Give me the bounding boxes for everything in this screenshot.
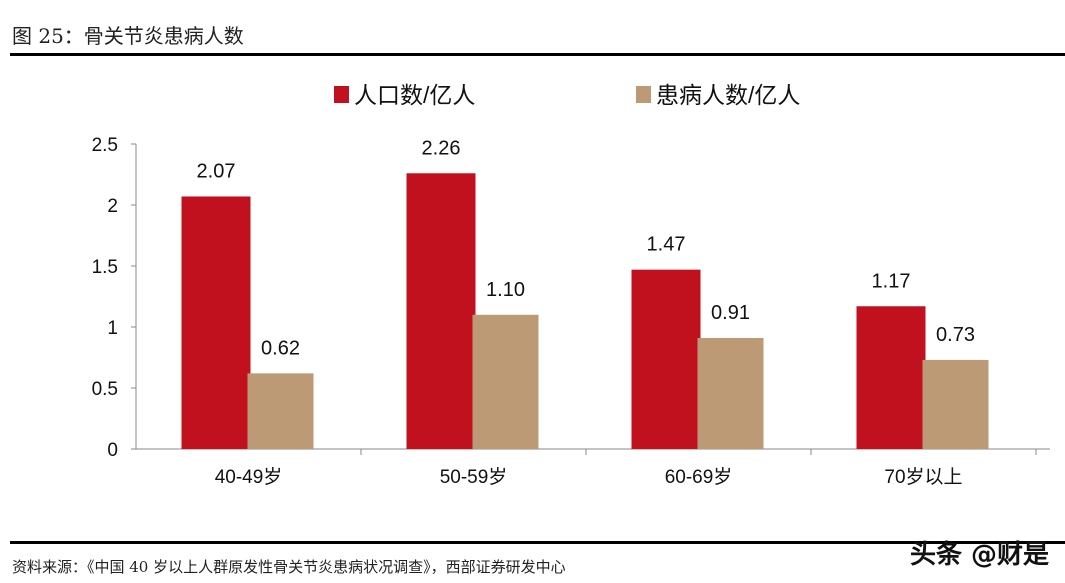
x-tick-label: 40-49岁 [215, 466, 283, 488]
data-label: 1.47 [647, 234, 686, 256]
data-label: 0.73 [936, 324, 975, 346]
data-label: 0.91 [711, 302, 750, 324]
bar-patients [472, 314, 539, 449]
legend-label: 患病人数/亿人 [656, 82, 800, 108]
y-tick-label: 0.5 [92, 379, 118, 400]
bar-patients [247, 373, 314, 449]
title-divider [10, 53, 1065, 56]
data-label: 2.26 [422, 137, 461, 159]
legend-swatch [334, 86, 349, 103]
data-label: 2.07 [197, 160, 236, 182]
data-label: 1.10 [486, 279, 525, 301]
bar-population [856, 306, 926, 449]
data-label: 0.62 [261, 337, 300, 359]
bar-population [631, 269, 701, 449]
footer-divider [10, 541, 1065, 544]
watermark: 头条 @财是 [909, 540, 1049, 570]
y-tick-label: 1 [107, 318, 118, 339]
y-tick-label: 2 [107, 196, 118, 217]
bar-patients [697, 337, 764, 449]
y-tick-label: 0 [107, 440, 118, 461]
y-tick-label: 2.5 [92, 135, 118, 156]
x-tick-label: 60-69岁 [665, 466, 733, 488]
legend-label: 人口数/亿人 [354, 82, 475, 108]
y-tick-label: 1.5 [92, 257, 118, 278]
bar-patients [922, 359, 989, 449]
data-label: 1.17 [872, 270, 911, 292]
x-tick-label: 50-59岁 [440, 466, 508, 488]
source-note: 资料来源：《中国 40 岁以上人群原发性骨关节炎患病状况调查》，西部证券研发中心 [12, 558, 566, 576]
bar-population [181, 196, 251, 449]
bar-population [406, 173, 476, 449]
figure-title: 图 25：骨关节炎患病人数 [12, 24, 244, 48]
legend-swatch [636, 86, 651, 103]
x-tick-label: 70岁以上 [884, 466, 962, 488]
